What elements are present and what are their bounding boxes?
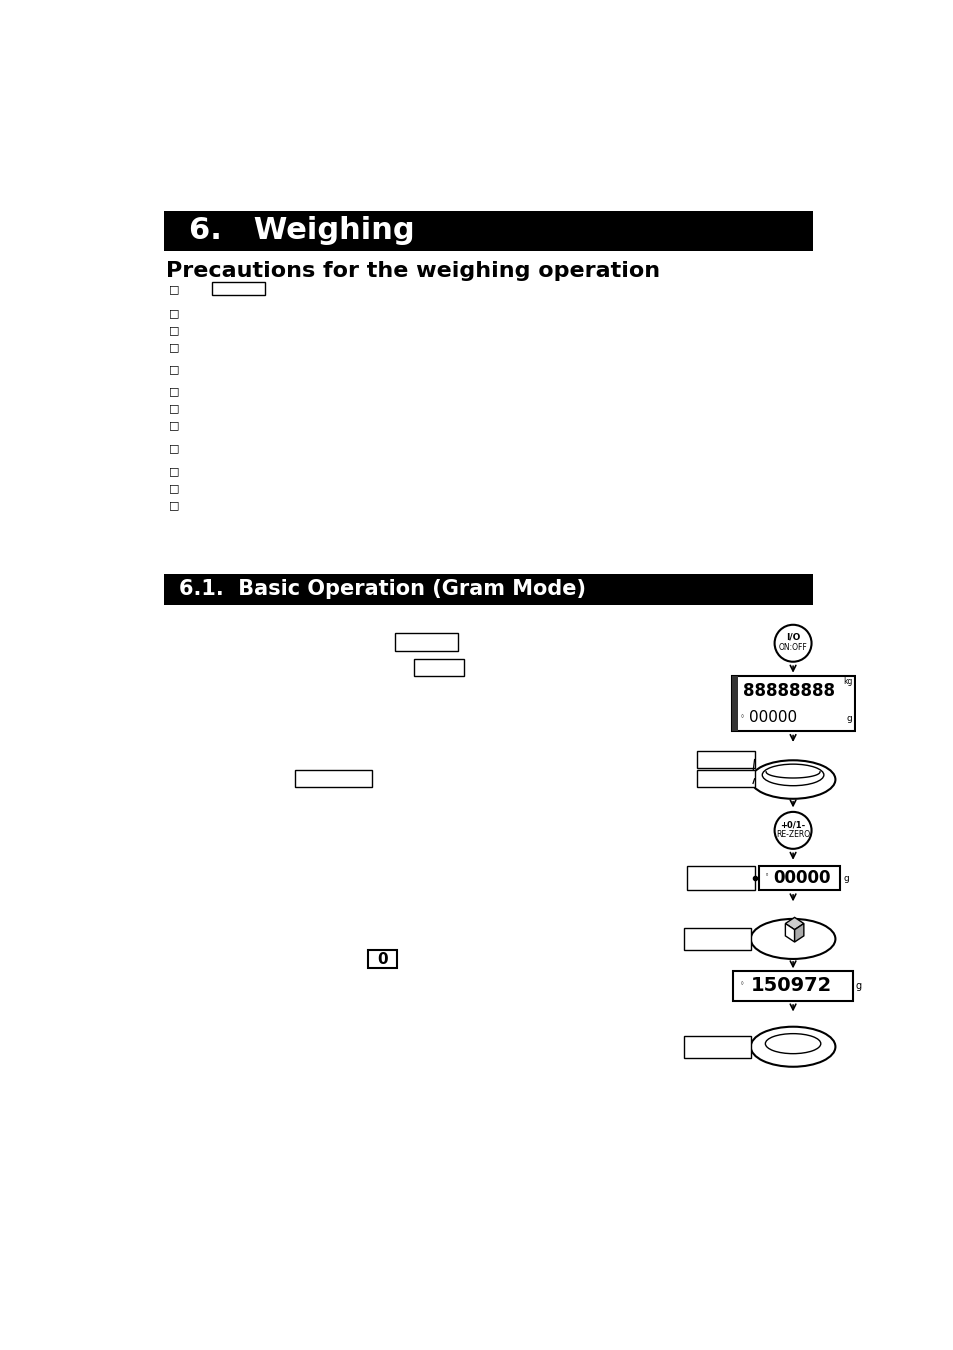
Text: □: □ [170,420,180,431]
Text: □: □ [170,309,180,319]
Text: RE-ZERO: RE-ZERO [775,830,809,838]
Text: g: g [845,714,851,724]
Text: 00000: 00000 [748,710,797,725]
Bar [683,1035,751,1057]
Bar [686,865,754,891]
Text: 6.   Weighing: 6. Weighing [190,216,415,246]
Polygon shape [794,923,803,942]
Text: ◦: ◦ [740,713,744,722]
Bar [696,771,754,787]
Text: □: □ [170,343,180,352]
Polygon shape [784,923,794,942]
Bar [733,971,852,1000]
Bar [294,769,372,787]
Text: 0: 0 [377,952,388,967]
Bar [414,659,464,675]
Ellipse shape [761,764,823,786]
Text: ◦: ◦ [739,980,743,988]
Text: □: □ [170,501,180,510]
Circle shape [774,625,811,662]
Ellipse shape [750,1027,835,1066]
Text: 6.1.  Basic Operation (Gram Mode): 6.1. Basic Operation (Gram Mode) [179,579,586,599]
Text: □: □ [170,325,180,336]
Bar [395,633,457,651]
Ellipse shape [750,760,835,799]
Text: ◦: ◦ [764,873,769,879]
Circle shape [774,811,811,849]
Text: 150972: 150972 [750,976,831,995]
Text: □: □ [170,284,180,294]
Bar [683,929,751,949]
Text: 00000: 00000 [772,869,830,887]
Text: I/O: I/O [785,633,800,641]
Text: g: g [855,981,862,991]
Bar [213,282,265,296]
Ellipse shape [764,1034,820,1053]
Bar [732,675,738,732]
Text: g: g [842,873,848,883]
Bar [164,574,812,605]
Text: Precautions for the weighing operation: Precautions for the weighing operation [166,262,659,281]
Bar [759,865,840,891]
Polygon shape [784,918,803,930]
Bar [164,211,812,251]
Text: □: □ [170,386,180,397]
Bar [696,751,754,768]
Text: +0/1-: +0/1- [780,821,805,829]
Bar [732,675,855,732]
Text: 88888888: 88888888 [742,682,834,701]
Text: □: □ [170,443,180,454]
Text: □: □ [170,364,180,374]
Text: □: □ [170,483,180,494]
Text: ON:OFF: ON:OFF [778,643,806,652]
Bar [368,950,396,968]
Text: kg: kg [842,678,851,686]
Ellipse shape [750,919,835,958]
Text: □: □ [170,467,180,477]
Text: □: □ [170,404,180,413]
